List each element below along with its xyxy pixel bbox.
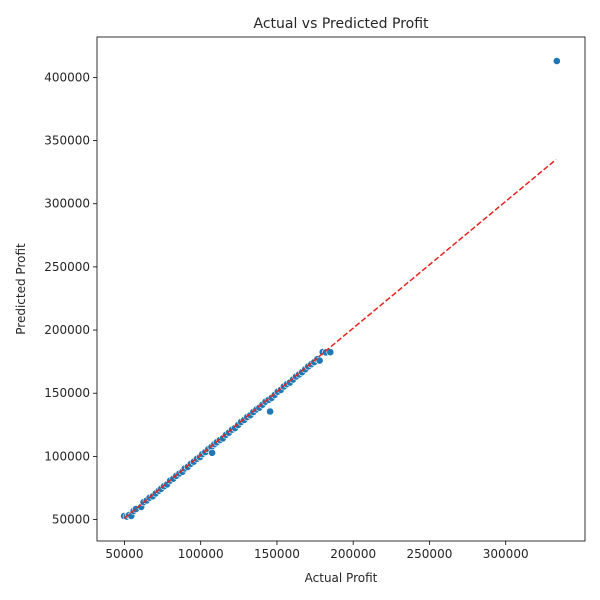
y-tick-label: 350000: [44, 134, 90, 148]
scatter-point-0-71: [326, 348, 335, 357]
plot-frame: [96, 36, 586, 542]
plot-area: [120, 57, 561, 521]
x-tick-label: 200000: [330, 547, 376, 561]
y-tick-label: 400000: [44, 70, 90, 84]
x-tick-label: 250000: [407, 547, 453, 561]
y-axis: 50000 100000 150000 200000 250000 300000 35000…: [44, 70, 97, 527]
scatter-point-0-68: [315, 356, 324, 365]
y-tick-label: 200000: [44, 323, 90, 337]
scatter-point-0-31: [208, 448, 216, 457]
scatter-point-1-0: [552, 57, 561, 65]
y-tick-label: 50000: [52, 513, 90, 527]
y-axis-label: Predicted Profit: [14, 243, 28, 335]
chart-title: Actual vs Predicted Profit: [253, 16, 429, 32]
x-tick-label: 150000: [254, 547, 300, 561]
x-tick-label: 100000: [178, 547, 224, 561]
x-axis: 50000 100000 150000 200000 250000 300000: [105, 541, 529, 561]
y-tick-label: 250000: [44, 260, 90, 274]
scatter-point-0-52: [266, 407, 274, 416]
x-axis-label: Actual Profit: [305, 571, 378, 585]
y-tick-label: 100000: [44, 449, 90, 463]
x-tick-label: 300000: [483, 547, 529, 561]
reference-line: [123, 158, 557, 519]
y-tick-label: 300000: [44, 197, 90, 211]
y-tick-label: 150000: [44, 386, 90, 400]
x-tick-label: 50000: [105, 547, 143, 561]
